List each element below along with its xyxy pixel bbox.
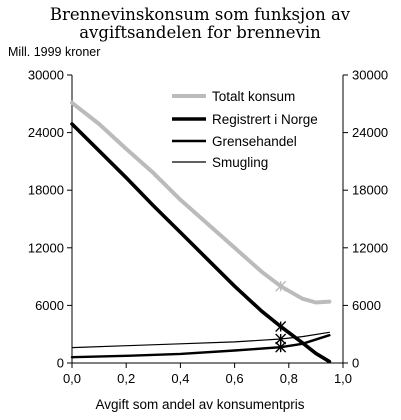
series-line-smugling	[71, 331, 330, 349]
y-tick-label-left: 12000	[28, 240, 64, 255]
y-tick-label-left: 30000	[28, 68, 64, 83]
y-tick-label-left: 24000	[28, 125, 64, 140]
y-tick-label-right: 6000	[352, 298, 381, 313]
series-line-totalt-konsum	[70, 100, 332, 305]
y-tick-label-right: 0	[352, 356, 359, 371]
x-tick-label: 0,6	[226, 371, 244, 386]
x-tick-label: 0,8	[280, 371, 298, 386]
series-line-registrert-i-norge	[70, 122, 332, 364]
y-tick-label-right: 18000	[352, 183, 388, 198]
legend-label: Smugling	[212, 155, 268, 170]
y-tick-label-left: 18000	[28, 183, 64, 198]
unit-label: Mill. 1999 kroner	[8, 45, 100, 59]
y-tick-label-right: 24000	[352, 125, 388, 140]
x-tick-label: 1,0	[334, 371, 352, 386]
x-axis-label: Avgift som andel av konsumentpris	[95, 397, 304, 412]
chart-title-line-1: Brennevinskonsum som funksjon av	[50, 5, 351, 24]
chart-title-line-2: avgiftsandelen for brennevin	[79, 23, 321, 42]
x-tick-label: 0,4	[171, 371, 189, 386]
y-tick-label-right: 30000	[352, 68, 388, 83]
legend-label: Registrert i Norge	[212, 112, 318, 127]
y-tick-label-left: 0	[57, 356, 64, 371]
y-tick-label-left: 6000	[35, 298, 64, 313]
legend-label: Grensehandel	[212, 134, 297, 149]
plot-area: 0 0 6000 6000 12000 12000 18000 18000 24000 24000…	[28, 68, 388, 387]
x-tick-label: 0,2	[117, 371, 135, 386]
x-tick-label: 0,0	[63, 371, 81, 386]
legend-label: Totalt konsum	[212, 89, 295, 104]
y-tick-label-right: 12000	[352, 240, 388, 255]
